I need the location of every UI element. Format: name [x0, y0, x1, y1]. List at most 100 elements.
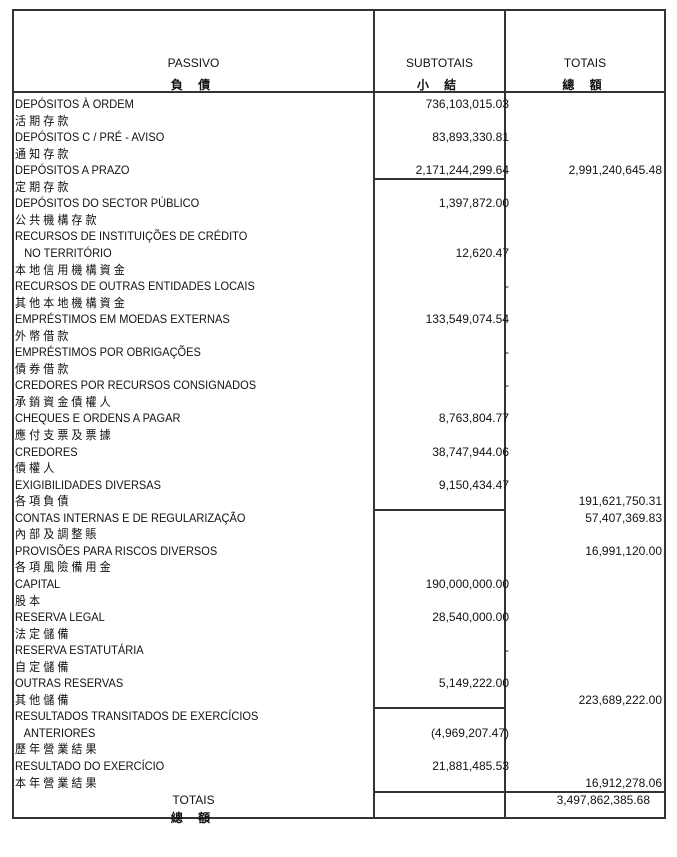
table-line: 債 券 借 款 [12, 361, 666, 378]
table-line: 自 定 儲 備 [12, 659, 666, 676]
line-label: RESERVA ESTATUTÁRIA [15, 643, 144, 658]
line-total: 2,991,240,645.48 [568, 163, 662, 178]
line-subtotal: - [505, 643, 509, 658]
line-label: 債 權 人 [15, 461, 55, 476]
table-line: RESULTADOS TRANSITADOS DE EXERCÍCIOS [12, 708, 666, 725]
footer-totais-label: TOTAIS 總 額 [12, 793, 375, 826]
line-subtotal: 1,397,872.00 [438, 196, 509, 211]
line-label: CAPITAL [15, 576, 61, 591]
line-label: NO TERRITÓRIO [15, 245, 112, 260]
table-line: 通 知 存 款 [12, 146, 666, 163]
table-line: 本 地 信 用 機 構 資 金 [12, 262, 666, 279]
line-label: 其 他 儲 備 [15, 692, 69, 707]
header-subtotais: SUBTOTAIS 小 結 [373, 9, 506, 93]
table-line: 外 幣 借 款 [12, 328, 666, 345]
table-line: 應 付 支 票 及 票 據 [12, 427, 666, 444]
line-label: 本 年 營 業 結 果 [15, 775, 97, 790]
line-label: DEPÓSITOS C / PRÉ - AVISO [15, 130, 165, 145]
table-line: 債 權 人 [12, 460, 666, 477]
line-label: RECURSOS DE INSTITUIÇÕES DE CRÉDITO [15, 229, 248, 244]
line-label: 其 他 本 地 機 構 資 金 [15, 295, 125, 310]
line-subtotal: 8,763,804.77 [438, 411, 509, 426]
line-label: 外 幣 借 款 [15, 328, 69, 343]
table-line: EMPRÉSTIMOS POR OBRIGAÇÕES - [12, 344, 666, 361]
line-label: 活 期 存 款 [15, 113, 69, 128]
line-label: DEPÓSITOS DO SECTOR PÚBLICO [15, 196, 200, 211]
line-subtotal: 5,149,222.00 [438, 676, 509, 691]
line-subtotal: (4,969,207.47) [430, 725, 509, 740]
line-label: OUTRAS RESERVAS [15, 676, 124, 691]
line-label: 自 定 儲 備 [15, 659, 69, 674]
line-label: 各 項 負 債 [15, 494, 69, 509]
table-line: 各 項 負 債 191,621,750.31 [12, 493, 666, 510]
table-line: DEPÓSITOS DO SECTOR PÚBLICO 1,397,872.00 [12, 195, 666, 212]
line-subtotal: 28,540,000.00 [432, 610, 509, 625]
line-label: ANTERIORES [15, 725, 96, 740]
line-subtotal: 190,000,000.00 [425, 576, 509, 591]
table-line: 法 定 儲 備 [12, 626, 666, 643]
table-line: 本 年 營 業 結 果 16,912,278.06 [12, 775, 666, 792]
line-label: CONTAS INTERNAS E DE REGULARIZAÇÃO [15, 510, 246, 525]
line-label: 各 項 風 險 備 用 金 [15, 560, 111, 575]
table-line: CREDORES 38,747,944.06 [12, 444, 666, 461]
row-divider [373, 707, 506, 710]
header-subtotais-cn: 小 結 [416, 78, 463, 92]
table-line: EXIGIBILIDADES DIVERSAS 9,150,434.47 [12, 477, 666, 494]
table-line: 各 項 風 險 備 用 金 [12, 559, 666, 576]
line-label: 應 付 支 票 及 票 據 [15, 428, 111, 442]
line-label: RECURSOS DE OUTRAS ENTIDADES LOCAIS [15, 279, 255, 294]
line-label: EXIGIBILIDADES DIVERSAS [15, 477, 162, 492]
line-subtotal: 83,893,330.81 [432, 130, 509, 145]
line-label: 定 期 存 款 [15, 179, 69, 194]
table-line: 承 銷 資 金 債 權 人 [12, 394, 666, 411]
line-subtotal: 21,881,485.53 [432, 759, 509, 773]
header-subtotais-pt: SUBTOTAIS [406, 56, 473, 70]
line-subtotal: - [505, 279, 509, 294]
row-divider [373, 791, 506, 793]
table-line: CAPITAL 190,000,000.00 [12, 576, 666, 593]
table-line: 歷 年 營 業 結 果 [12, 741, 666, 758]
table-line: RESERVA ESTATUTÁRIA - [12, 642, 666, 659]
table-line: RESERVA LEGAL 28,540,000.00 [12, 609, 666, 626]
line-label: 通 知 存 款 [15, 146, 69, 161]
line-total: 57,407,369.83 [585, 510, 662, 525]
header-passivo-pt: PASSIVO [167, 56, 220, 70]
table-line: NO TERRITÓRIO 12,620.47 [12, 245, 666, 262]
line-label: RESERVA LEGAL [15, 610, 105, 625]
line-subtotal: 2,171,244,299.64 [415, 163, 509, 178]
footer-grand-total: 3,497,862,385.68 [556, 793, 650, 807]
line-total: 223,689,222.00 [578, 692, 662, 707]
line-label: 公 共 機 構 存 款 [15, 212, 97, 227]
row-divider [373, 177, 506, 180]
table-line: DEPÓSITOS A PRAZO 2,171,244,299.64 2,991,2… [12, 162, 666, 179]
table-line: 股 本 [12, 593, 666, 610]
table-line: CREDORES POR RECURSOS CONSIGNADOS - [12, 377, 666, 394]
table-line: 其 他 本 地 機 構 資 金 [12, 295, 666, 312]
line-label: EMPRÉSTIMOS POR OBRIGAÇÕES [15, 345, 201, 360]
line-subtotal: 736,103,015.03 [425, 97, 509, 111]
table-line: 定 期 存 款 [12, 179, 666, 196]
header-totais-cn: 總 額 [562, 78, 608, 92]
table-line: CHEQUES E ORDENS A PAGAR 8,763,804.77 [12, 410, 666, 427]
line-label: EMPRÉSTIMOS EM MOEDAS EXTERNAS [15, 312, 230, 327]
table-line: CONTAS INTERNAS E DE REGULARIZAÇÃO 57,407… [12, 510, 666, 527]
column-divider [373, 9, 375, 819]
line-subtotal: 38,747,944.06 [432, 444, 509, 459]
row-divider [504, 791, 666, 793]
line-label: RESULTADO DO EXERCÍCIO [15, 759, 165, 773]
column-divider [504, 9, 506, 819]
line-total: 191,621,750.31 [578, 494, 662, 509]
line-label: 內 部 及 調 整 賬 [15, 527, 97, 542]
header-passivo: PASSIVO 負 債 [12, 9, 375, 93]
line-label: CHEQUES E ORDENS A PAGAR [15, 411, 181, 426]
line-label: CREDORES [15, 444, 78, 459]
line-subtotal: 12,620.47 [455, 245, 509, 260]
line-total: 16,912,278.06 [585, 775, 662, 790]
table-line: RESULTADO DO EXERCÍCIO 21,881,485.53 [12, 758, 666, 775]
line-label: RESULTADOS TRANSITADOS DE EXERCÍCIOS [15, 709, 259, 724]
line-label: 歷 年 營 業 結 果 [15, 742, 97, 757]
header-totais-pt: TOTAIS [563, 56, 607, 70]
table-line: ANTERIORES (4,969,207.47) [12, 725, 666, 742]
table-line: 活 期 存 款 [12, 113, 666, 130]
table-line: 其 他 儲 備 223,689,222.00 [12, 692, 666, 709]
